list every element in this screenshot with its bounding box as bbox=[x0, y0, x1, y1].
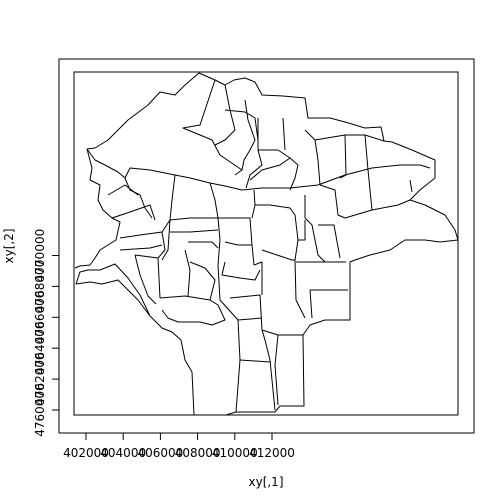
district-line-29 bbox=[218, 218, 254, 265]
district-line-23 bbox=[135, 255, 156, 304]
y-axis-label: xy[,2] bbox=[2, 228, 16, 263]
district-line-49 bbox=[410, 180, 412, 192]
district-line-45 bbox=[320, 185, 410, 218]
district-line-39 bbox=[252, 190, 255, 218]
district-line-25 bbox=[160, 296, 225, 325]
district-line-48 bbox=[310, 290, 312, 318]
district-line-22 bbox=[170, 230, 218, 232]
district-line-6 bbox=[258, 150, 298, 190]
district-line-38 bbox=[255, 205, 298, 260]
city-boundary bbox=[76, 73, 458, 415]
district-boundaries bbox=[75, 73, 458, 415]
district-line-8 bbox=[305, 130, 320, 185]
district-line-37 bbox=[275, 335, 278, 405]
district-line-17 bbox=[108, 185, 138, 195]
district-line-11 bbox=[365, 135, 372, 210]
district-line-34 bbox=[238, 318, 262, 320]
district-line-24 bbox=[158, 258, 160, 298]
district-line-43 bbox=[318, 225, 340, 258]
district-line-40 bbox=[262, 250, 305, 318]
outer-west-edge bbox=[75, 149, 120, 268]
district-line-36 bbox=[262, 330, 303, 335]
district-line-7 bbox=[283, 118, 285, 150]
y-tick-label: 4770000 bbox=[33, 229, 47, 282]
district-line-14 bbox=[162, 175, 175, 260]
district-line-10 bbox=[340, 135, 346, 178]
x-tick-label: 412000 bbox=[249, 446, 295, 460]
district-line-1 bbox=[183, 80, 242, 170]
district-line-28 bbox=[190, 262, 215, 300]
plot-box bbox=[59, 59, 474, 433]
district-line-2 bbox=[215, 85, 235, 145]
district-line-41 bbox=[298, 220, 305, 240]
district-line-26 bbox=[185, 250, 190, 296]
outer-northwest-edge bbox=[87, 73, 242, 190]
district-line-30 bbox=[225, 242, 252, 245]
district-line-35 bbox=[240, 360, 270, 362]
district-line-13 bbox=[250, 158, 290, 180]
district-line-12 bbox=[242, 165, 430, 190]
district-line-32 bbox=[230, 295, 275, 410]
district-line-27 bbox=[188, 242, 218, 248]
y-axis: 4760000476200047640004766000476800047700… bbox=[33, 101, 59, 437]
district-line-9 bbox=[315, 135, 384, 141]
x-axis-label: xy[,1] bbox=[248, 475, 283, 489]
district-line-20 bbox=[120, 245, 162, 250]
